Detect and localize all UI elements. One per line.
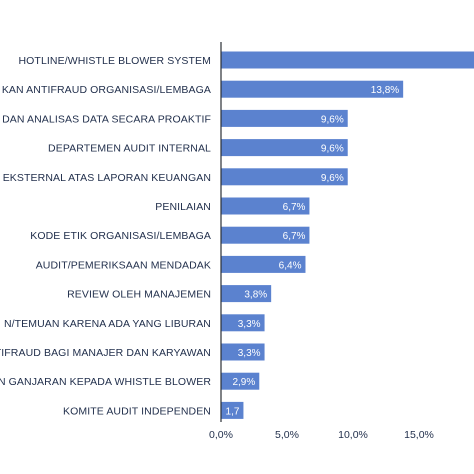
- value-label: 3,3%: [238, 319, 261, 330]
- value-label: 13,8%: [371, 85, 399, 96]
- category-label: DEPARTEMEN AUDIT INTERNAL: [48, 143, 211, 155]
- category-label: N/TEMUAN KARENA ADA YANG LIBURAN: [4, 318, 211, 330]
- bar: [221, 226, 310, 244]
- bar: [221, 51, 474, 69]
- x-tick-label: 15,0%: [404, 429, 434, 441]
- category-label: KAN ANTIFRAUD ORGANISASI/LEMBAGA: [2, 84, 211, 96]
- bar: [221, 197, 310, 215]
- value-label: 9,6%: [321, 173, 344, 184]
- bar: [221, 255, 306, 273]
- category-label: AUDIT/PEMERIKSAAN MENDADAK: [36, 259, 211, 271]
- value-label: 9,6%: [321, 144, 344, 155]
- x-tick-label: 10,0%: [338, 429, 368, 441]
- category-label: KODE ETIK ORGANISASI/LEMBAGA: [30, 230, 211, 242]
- bar: [221, 401, 244, 419]
- bars-group: [221, 51, 474, 419]
- value-label: 3,3%: [238, 348, 261, 359]
- x-tick-label: 5,0%: [275, 429, 299, 441]
- value-label: 6,4%: [279, 260, 302, 271]
- value-label: 1,7: [226, 406, 240, 417]
- bar: [221, 372, 260, 390]
- x-axis-ticks: 0,0%5,0%10,0%15,0%2: [209, 429, 434, 441]
- value-label: 3,8%: [244, 290, 267, 301]
- bar: [221, 109, 348, 127]
- bar: [221, 80, 404, 98]
- value-label: 6,7%: [283, 202, 306, 213]
- value-label: 9,6%: [321, 114, 344, 125]
- category-label: REVIEW OLEH MANAJEMEN: [67, 289, 211, 301]
- category-label: PENILAIAN: [155, 201, 211, 213]
- value-label: 2,9%: [232, 377, 255, 388]
- x-tick-label: 0,0%: [209, 429, 233, 441]
- bar: [221, 285, 272, 303]
- category-label: DAN ANALISAS DATA SECARA PROAKTIF: [2, 113, 211, 125]
- category-label: N GANJARAN KEPADA WHISTLE BLOWER: [0, 376, 211, 388]
- category-labels: HOTLINE/WHISTLE BLOWER SYSTEM KAN ANTIFRA…: [0, 55, 211, 417]
- value-label: 6,7%: [283, 231, 306, 242]
- value-labels: 13,8% 9,6% 9,6% 9,6% 6,7% 6,7% 6,4% 3,8% 3,3% 3,3…: [226, 85, 400, 417]
- bar: [221, 343, 265, 361]
- category-label: KOMITE AUDIT INDEPENDEN: [63, 405, 211, 417]
- bar: [221, 139, 348, 157]
- bar: [221, 168, 348, 186]
- category-label: EKSTERNAL ATAS LAPORAN KEUANGAN: [3, 172, 211, 184]
- category-label: ITIFRAUD BAGI MANAJER DAN KARYAWAN: [0, 347, 211, 359]
- bar: [221, 314, 265, 332]
- category-label: HOTLINE/WHISTLE BLOWER SYSTEM: [18, 55, 211, 67]
